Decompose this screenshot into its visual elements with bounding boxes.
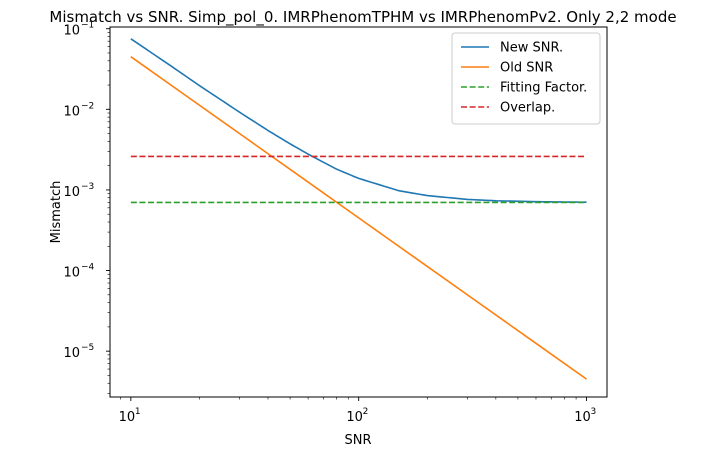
- y-tick-exponent: −4: [81, 263, 95, 273]
- x-tick-exponent: 3: [591, 407, 597, 417]
- series-line-new-snr: [130, 38, 587, 203]
- y-tick-exponent: −2: [81, 101, 94, 111]
- series-layer: [130, 38, 587, 380]
- series-line-old-snr: [130, 56, 587, 380]
- legend-frame: [451, 32, 601, 125]
- y-tick-label: 10: [63, 266, 80, 281]
- x-tick-label: 10: [119, 410, 136, 425]
- y-tick-label: 10: [63, 346, 80, 361]
- y-tick-exponent: −3: [81, 182, 94, 192]
- y-tick-label: 10: [63, 24, 80, 39]
- x-axis-label: SNR: [344, 433, 371, 448]
- x-tick-exponent: 1: [135, 407, 141, 417]
- legend-label-overlap: Overlap.: [500, 101, 555, 116]
- x-tick-exponent: 2: [363, 407, 369, 417]
- y-axis-label: Mismatch: [49, 181, 64, 244]
- legend-label-old-snr: Old SNR: [500, 61, 553, 76]
- y-tick-exponent: −1: [81, 21, 94, 31]
- y-tick-label: 10: [63, 104, 80, 119]
- legend: New SNR. Old SNR Fitting Factor. Overlap.: [451, 32, 601, 125]
- y-tick-exponent: −5: [81, 343, 94, 353]
- x-tick-label: 10: [574, 410, 591, 425]
- major-ticks: 10 1 10 2 10 310 −510 −410 −310 −210 −1: [63, 21, 596, 425]
- x-tick-label: 10: [346, 410, 363, 425]
- legend-label-fitting-factor: Fitting Factor.: [500, 81, 587, 96]
- legend-label-new-snr: New SNR.: [500, 41, 563, 56]
- chart-title: Mismatch vs SNR. Simp_pol_0. IMRPhenomTP…: [49, 8, 676, 27]
- plot-area-frame: [109, 26, 608, 398]
- y-tick-label: 10: [63, 185, 80, 200]
